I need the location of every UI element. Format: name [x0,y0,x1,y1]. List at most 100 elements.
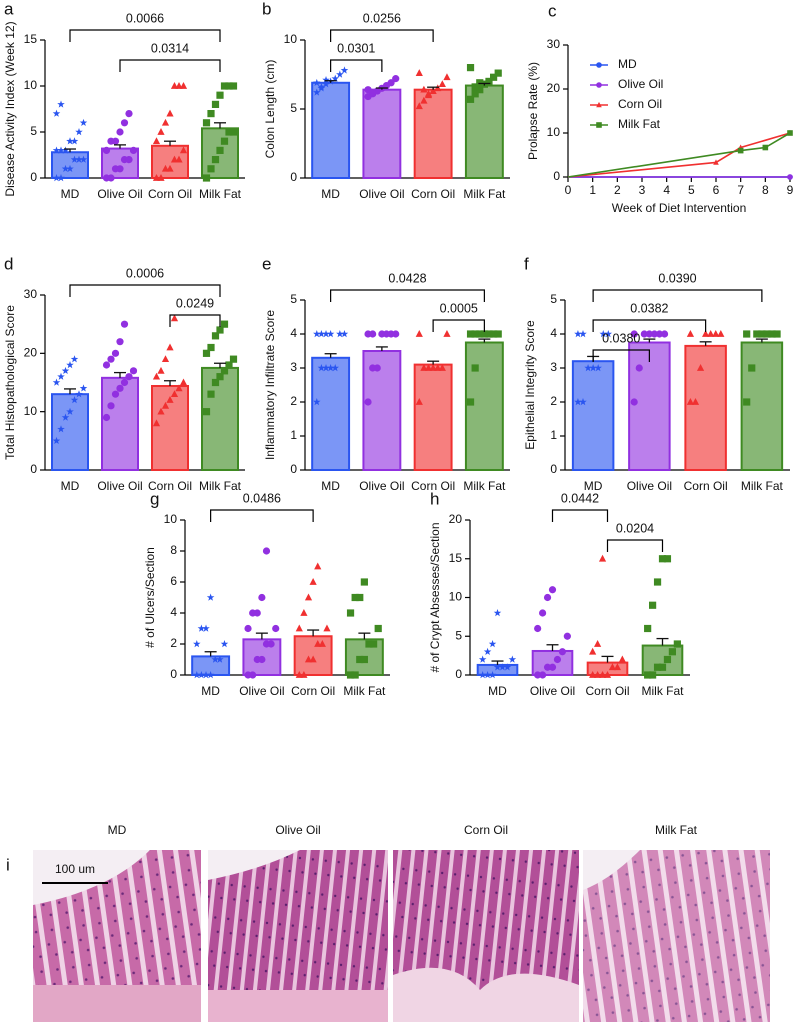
point [197,671,206,679]
x-tick-label: MD [61,187,80,201]
point [326,330,335,338]
point [364,398,372,406]
point [179,146,188,154]
y-tick-label: 3 [550,360,557,374]
point [686,398,695,405]
point [66,407,74,415]
y-tick-label: 10 [547,125,561,139]
x-tick-label: Milk Fat [463,479,506,493]
point [111,137,120,145]
point [300,609,308,616]
point [370,640,378,648]
y-axis-label: # of Ulcers/Section [143,547,157,648]
point [374,624,382,633]
point [443,73,451,81]
point [244,624,252,633]
point [660,330,669,338]
point [471,90,479,98]
point [216,146,224,154]
point [202,349,211,357]
y-tick-label: 0 [455,667,462,681]
point [116,338,124,346]
point [79,384,88,392]
point [323,624,331,632]
point [415,69,423,76]
point [216,91,224,99]
x-tick-label: Milk Fat [741,479,784,493]
point [466,398,475,406]
point [498,663,507,671]
point [534,671,542,679]
point [66,361,74,369]
x-tick-label: 4 [663,183,670,197]
point [220,640,229,648]
point [707,330,715,337]
point [346,671,355,679]
bar [311,81,351,179]
point [317,364,326,372]
micrograph-title: MD [108,823,127,837]
point [211,655,220,663]
x-tick-label: 3 [639,183,646,197]
point [608,663,617,671]
point [202,119,211,127]
point [304,593,313,601]
point [429,364,437,371]
x-tick-label: Corn Oil [684,479,728,493]
bar [413,88,453,179]
y-tick-label: 2 [550,394,557,408]
y-axis-label: # of Crypt Absesses/Section [428,522,442,672]
y-tick-label: 2 [170,636,177,650]
point [613,663,621,671]
y-tick-label: 5 [550,292,557,306]
point [75,390,83,398]
bar [413,363,453,472]
micrograph-title: Milk Fat [655,823,698,837]
point [52,109,61,117]
point [75,128,83,136]
point [314,640,322,647]
point [70,355,79,363]
point [225,82,233,90]
significance-bracket [119,59,221,72]
point [197,624,206,632]
point [420,85,428,93]
point [206,593,215,601]
x-tick-label: Corn Oil [585,684,629,698]
point [166,343,174,351]
point [644,624,652,633]
y-tick-label: 0 [550,462,557,476]
point [645,330,653,338]
point [483,671,492,679]
point [476,330,484,338]
point [356,593,364,602]
bar [571,360,615,472]
point [429,87,437,94]
point [589,364,597,372]
point [336,70,344,78]
point [340,330,349,338]
y-tick-label: 1 [290,428,297,442]
lumen [33,850,150,905]
point [202,408,211,416]
y-tick-label: 4 [170,605,177,619]
point [70,137,79,145]
point [485,77,493,85]
x-tick-label: Olive Oil [359,187,404,201]
point [548,663,557,671]
point [207,343,215,352]
point [52,378,61,386]
point [111,390,120,398]
y-tick-label: 15 [24,32,38,46]
significance-bracket [592,319,707,332]
y-tick-label: 2 [290,394,297,408]
point [52,146,61,154]
legend-marker [596,122,602,128]
point [644,671,652,679]
y-tick-label: 10 [24,404,38,418]
p-value: 0.0390 [658,271,696,285]
point [589,671,597,678]
point [673,640,681,648]
point [534,624,542,633]
point [102,146,111,154]
